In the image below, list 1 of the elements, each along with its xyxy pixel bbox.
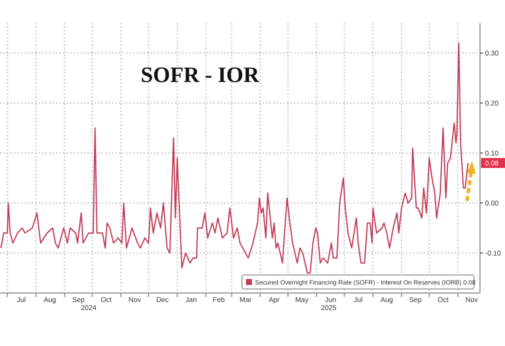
text: SOFR - IOR (140, 62, 260, 87)
